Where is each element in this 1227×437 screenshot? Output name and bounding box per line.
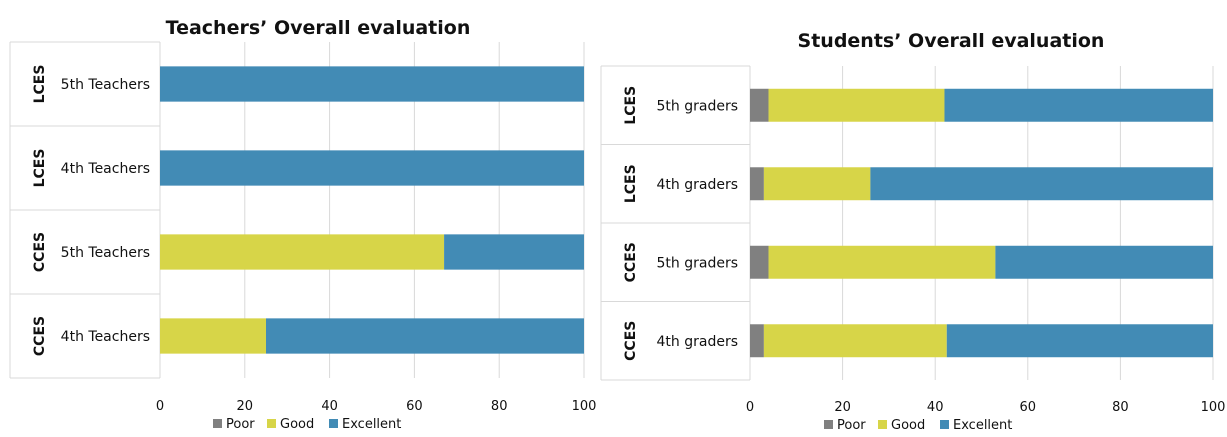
category-label: 5th graders [657,255,739,271]
bar-poor-1 [750,245,769,279]
legend-swatch-good [878,420,887,429]
legend-label-good: Good [280,417,314,432]
category-label: 5th Teachers [61,77,150,93]
chart-title: Teachers’ Overall evaluation [166,17,471,39]
x-tick-label: 40 [321,399,338,414]
category-label: 4th Teachers [61,161,150,177]
bar-excellent-2 [160,150,584,186]
x-tick-label: 80 [491,399,508,414]
bar-excellent-0 [946,324,1213,358]
legend-label-excellent: Excellent [953,418,1012,433]
bar-excellent-3 [944,88,1213,122]
x-tick-label: 40 [927,400,944,415]
legend-label-poor: Poor [226,417,255,432]
legend-label-excellent: Excellent [342,417,401,432]
bar-good-0 [160,318,266,354]
bar-good-3 [768,88,945,122]
group-label: LCES [32,149,48,188]
group-label: CCES [32,232,48,272]
x-tick-label: 0 [746,400,754,415]
legend-label-good: Good [891,418,925,433]
bar-excellent-1 [995,245,1213,279]
group-label: CCES [32,316,48,356]
category-label: 5th graders [657,98,739,114]
bar-good-1 [768,245,996,279]
bar-excellent-1 [444,234,584,270]
category-label: 4th graders [657,334,739,350]
legend-swatch-poor [824,420,833,429]
legend-swatch-poor [213,419,222,428]
x-tick-label: 60 [1020,400,1037,415]
bar-good-2 [763,167,871,201]
bar-excellent-0 [266,318,584,354]
legend-swatch-good [267,419,276,428]
category-label: 5th Teachers [61,245,150,261]
bar-poor-3 [750,88,769,122]
x-tick-label: 0 [156,399,164,414]
legend-swatch-excellent [329,419,338,428]
bar-excellent-3 [160,66,584,102]
bar-excellent-2 [870,167,1213,201]
bar-good-1 [160,234,445,270]
bar-poor-0 [750,324,764,358]
category-label: 4th graders [657,177,739,193]
x-tick-label: 20 [237,399,254,414]
chart-title: Students’ Overall evaluation [798,30,1105,52]
group-label: LCES [623,86,639,125]
x-tick-label: 20 [834,400,851,415]
group-label: CCES [623,242,639,282]
group-label: LCES [623,164,639,203]
legend-label-poor: Poor [837,418,866,433]
group-label: CCES [623,321,639,361]
bar-poor-2 [750,167,764,201]
x-tick-label: 80 [1112,400,1129,415]
x-tick-label: 60 [406,399,423,414]
category-label: 4th Teachers [61,329,150,345]
legend-swatch-excellent [940,420,949,429]
x-tick-label: 100 [572,399,597,414]
bar-good-0 [763,324,947,358]
x-tick-label: 100 [1201,400,1226,415]
group-label: LCES [32,65,48,104]
